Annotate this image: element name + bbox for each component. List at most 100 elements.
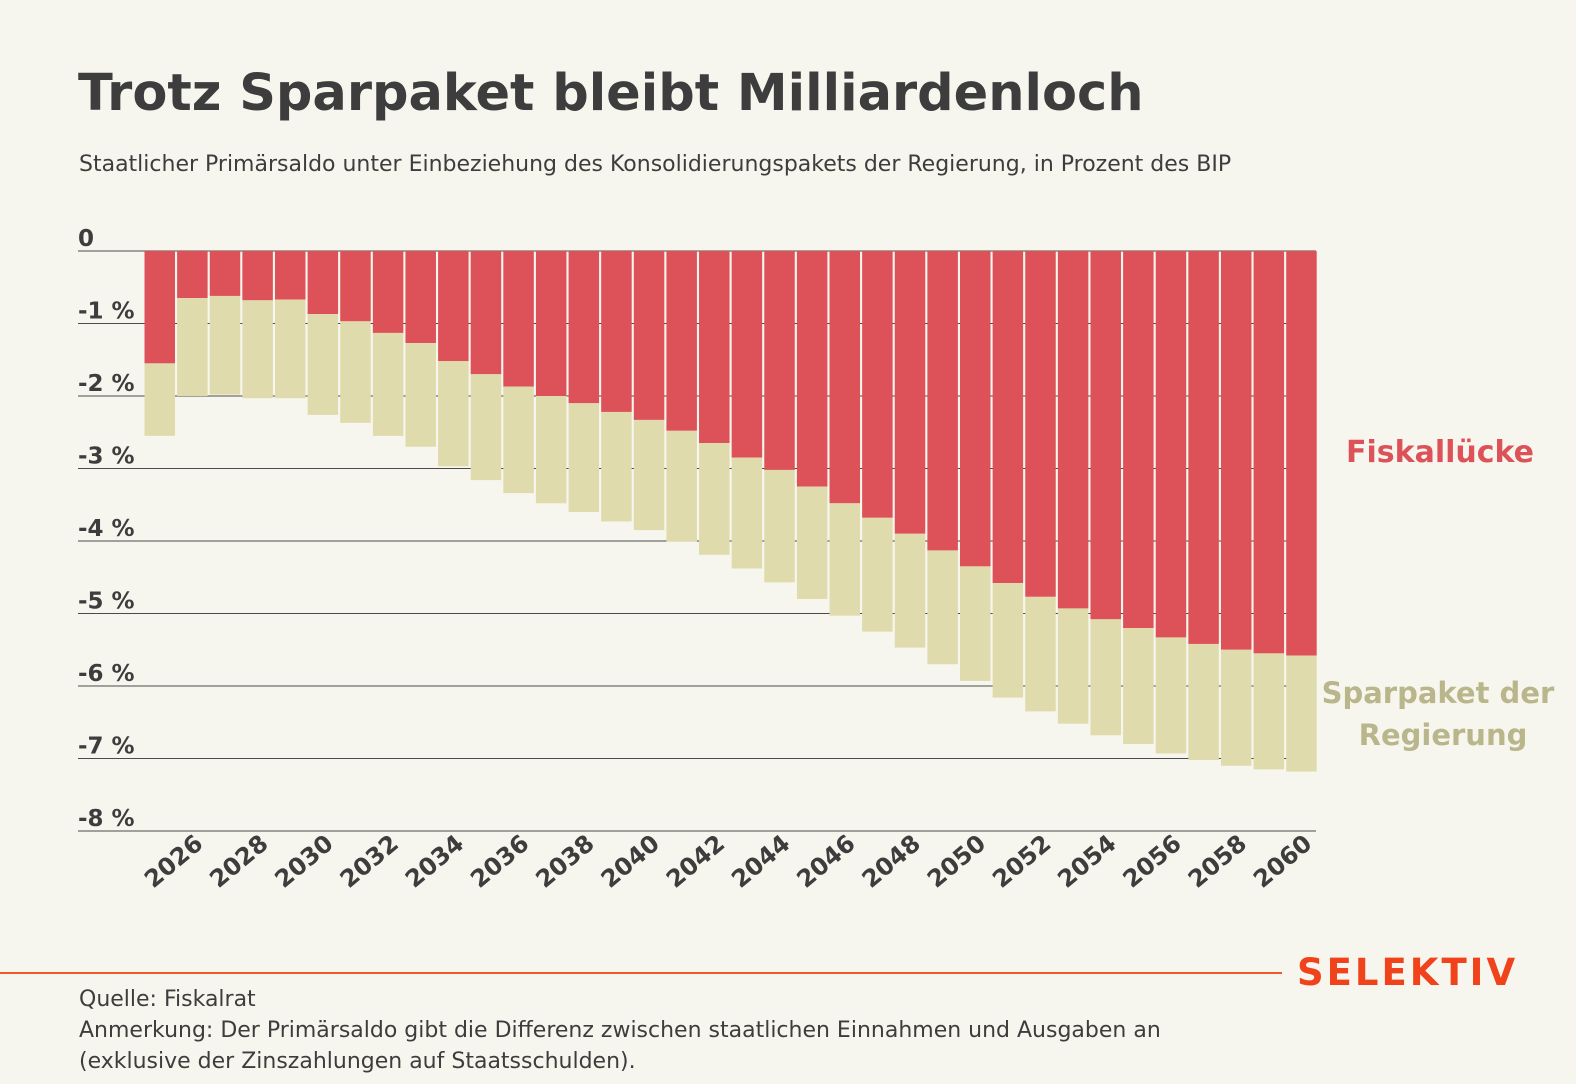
bar-sparpaket-2058 <box>1220 649 1252 766</box>
x-tick-label: 2046 <box>791 829 860 893</box>
bar-fiskalluecke-2028 <box>242 251 273 301</box>
bar-sparpaket-2035 <box>470 374 502 481</box>
x-axis-ticks: 2026202820302032203420362038204020422044… <box>139 829 1317 893</box>
bar-sparpaket-2053 <box>1057 608 1089 724</box>
bar-sparpaket-2028 <box>242 300 273 399</box>
bar-sparpaket-2049 <box>927 550 958 665</box>
bar-sparpaket-2052 <box>1025 596 1056 712</box>
bar-sparpaket-2027 <box>209 295 241 395</box>
series-label-sparpaket: Sparpaket der Regierung <box>1322 676 1565 752</box>
bar-fiskalluecke-2053 <box>1057 251 1089 609</box>
bar-fiskalluecke-2033 <box>405 251 436 344</box>
bar-fiskalluecke-2048 <box>894 251 926 534</box>
bar-fiskalluecke-2051 <box>992 251 1024 584</box>
bar-sparpaket-2057 <box>1188 643 1219 760</box>
bar-fiskalluecke-2058 <box>1220 251 1252 650</box>
bar-sparpaket-2026 <box>177 298 208 396</box>
bar-fiskalluecke-2047 <box>862 251 893 518</box>
bar-fiskalluecke-2040 <box>633 251 665 420</box>
bar-fiskalluecke-2041 <box>666 251 697 431</box>
bar-fiskalluecke-2050 <box>960 251 991 567</box>
bar-fiskalluecke-2046 <box>829 251 861 504</box>
bar-fiskalluecke-2045 <box>796 251 828 487</box>
bar-sparpaket-2032 <box>372 332 404 436</box>
y-tick-label: -8 % <box>78 806 135 832</box>
x-tick-label: 2044 <box>726 829 795 893</box>
x-tick-label: 2026 <box>139 829 208 893</box>
bar-fiskalluecke-2036 <box>503 251 534 387</box>
footer-divider <box>0 972 1282 974</box>
bar-fiskalluecke-2027 <box>209 251 241 296</box>
x-tick-label: 2048 <box>857 829 926 893</box>
bar-sparpaket-2033 <box>405 343 436 447</box>
bar-fiskalluecke-2052 <box>1025 251 1056 597</box>
bar-fiskalluecke-2031 <box>340 251 371 322</box>
source-note: Quelle: Fiskalrat <box>79 987 256 1012</box>
bar-fiskalluecke-2057 <box>1188 251 1219 644</box>
bar-sparpaket-2060 <box>1286 655 1317 772</box>
bar-fiskalluecke-2038 <box>568 251 600 404</box>
bar-sparpaket-2039 <box>601 411 632 522</box>
y-tick-label: -5 % <box>78 589 135 615</box>
bar-fiskalluecke-2042 <box>699 251 730 444</box>
bar-fiskalluecke-2060 <box>1286 251 1317 656</box>
bar-sparpaket-2029 <box>274 299 306 399</box>
bar-sparpaket-2048 <box>894 533 926 648</box>
x-tick-label: 2058 <box>1183 829 1252 893</box>
chart-subtitle: Staatlicher Primärsaldo unter Einbeziehu… <box>79 152 1232 177</box>
y-tick-label: -2 % <box>78 371 135 397</box>
x-tick-label: 2052 <box>987 829 1056 893</box>
y-tick-label: -4 % <box>78 516 135 542</box>
bar-sparpaket-2042 <box>699 443 730 555</box>
bar-sparpaket-2046 <box>829 503 861 616</box>
y-axis-ticks: 0 -1 % -2 % -3 % -4 % -5 % -6 % -7 % -8 % <box>78 226 135 832</box>
bar-fiskalluecke-2054 <box>1090 251 1121 620</box>
x-tick-label: 2042 <box>661 829 730 893</box>
bar-sparpaket-2043 <box>731 457 763 569</box>
bar-sparpaket-2040 <box>633 419 665 531</box>
stacked-bar-chart: 0-1 %-2 %-3 %-4 %-5 %-6 %-7 %-8 % 202620… <box>78 226 1565 894</box>
bar-fiskalluecke-2039 <box>601 251 632 412</box>
bar-fiskalluecke-2030 <box>307 251 339 315</box>
bar-sparpaket-2050 <box>960 566 991 681</box>
x-tick-label: 2054 <box>1052 829 1121 893</box>
bar-sparpaket-2034 <box>438 361 469 467</box>
x-tick-label: 2030 <box>270 829 339 893</box>
annotation-line-1: Anmerkung: Der Primärsaldo gibt die Diff… <box>79 1018 1161 1043</box>
bar-sparpaket-2030 <box>307 314 339 415</box>
bars <box>144 251 1317 772</box>
bar-sparpaket-2025 <box>144 363 175 436</box>
y-tick-label: -1 % <box>78 299 135 325</box>
bar-fiskalluecke-2055 <box>1123 251 1154 628</box>
bar-fiskalluecke-2035 <box>470 251 502 375</box>
bar-fiskalluecke-2025 <box>144 251 175 364</box>
bar-fiskalluecke-2032 <box>372 251 404 333</box>
bar-fiskalluecke-2037 <box>535 251 567 396</box>
bar-fiskalluecke-2044 <box>764 251 795 470</box>
x-tick-label: 2050 <box>922 829 991 893</box>
bar-sparpaket-2037 <box>535 396 567 504</box>
bar-fiskalluecke-2034 <box>438 251 469 362</box>
x-tick-label: 2028 <box>204 829 273 893</box>
x-tick-label: 2038 <box>530 829 599 893</box>
bar-sparpaket-2044 <box>764 469 795 583</box>
bar-sparpaket-2047 <box>862 517 893 632</box>
bar-sparpaket-2036 <box>503 386 534 494</box>
annotation-line-2: (exklusive der Zinszahlungen auf Staatss… <box>79 1049 636 1074</box>
series-label-fiskalluecke: Fiskallücke <box>1346 435 1534 470</box>
bar-sparpaket-2045 <box>796 486 828 599</box>
bar-fiskalluecke-2056 <box>1155 251 1187 638</box>
x-tick-label: 2034 <box>400 829 469 893</box>
y-tick-label: -3 % <box>78 444 135 470</box>
y-tick-label: -7 % <box>78 734 135 760</box>
bar-sparpaket-2051 <box>992 583 1024 698</box>
bar-sparpaket-2041 <box>666 430 697 542</box>
x-tick-label: 2036 <box>465 829 534 893</box>
x-tick-label: 2040 <box>596 829 665 893</box>
bar-fiskalluecke-2043 <box>731 251 763 458</box>
bar-fiskalluecke-2029 <box>274 251 306 300</box>
chart-title: Trotz Sparpaket bleibt Milliardenloch <box>78 64 1144 123</box>
x-tick-label: 2060 <box>1248 829 1317 893</box>
bar-sparpaket-2059 <box>1253 653 1285 770</box>
selektiv-logo: SELEKTIV <box>1297 951 1519 994</box>
